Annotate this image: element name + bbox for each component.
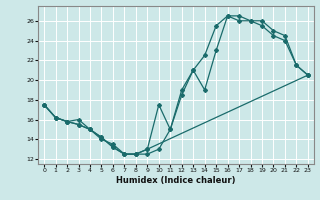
X-axis label: Humidex (Indice chaleur): Humidex (Indice chaleur)	[116, 176, 236, 185]
